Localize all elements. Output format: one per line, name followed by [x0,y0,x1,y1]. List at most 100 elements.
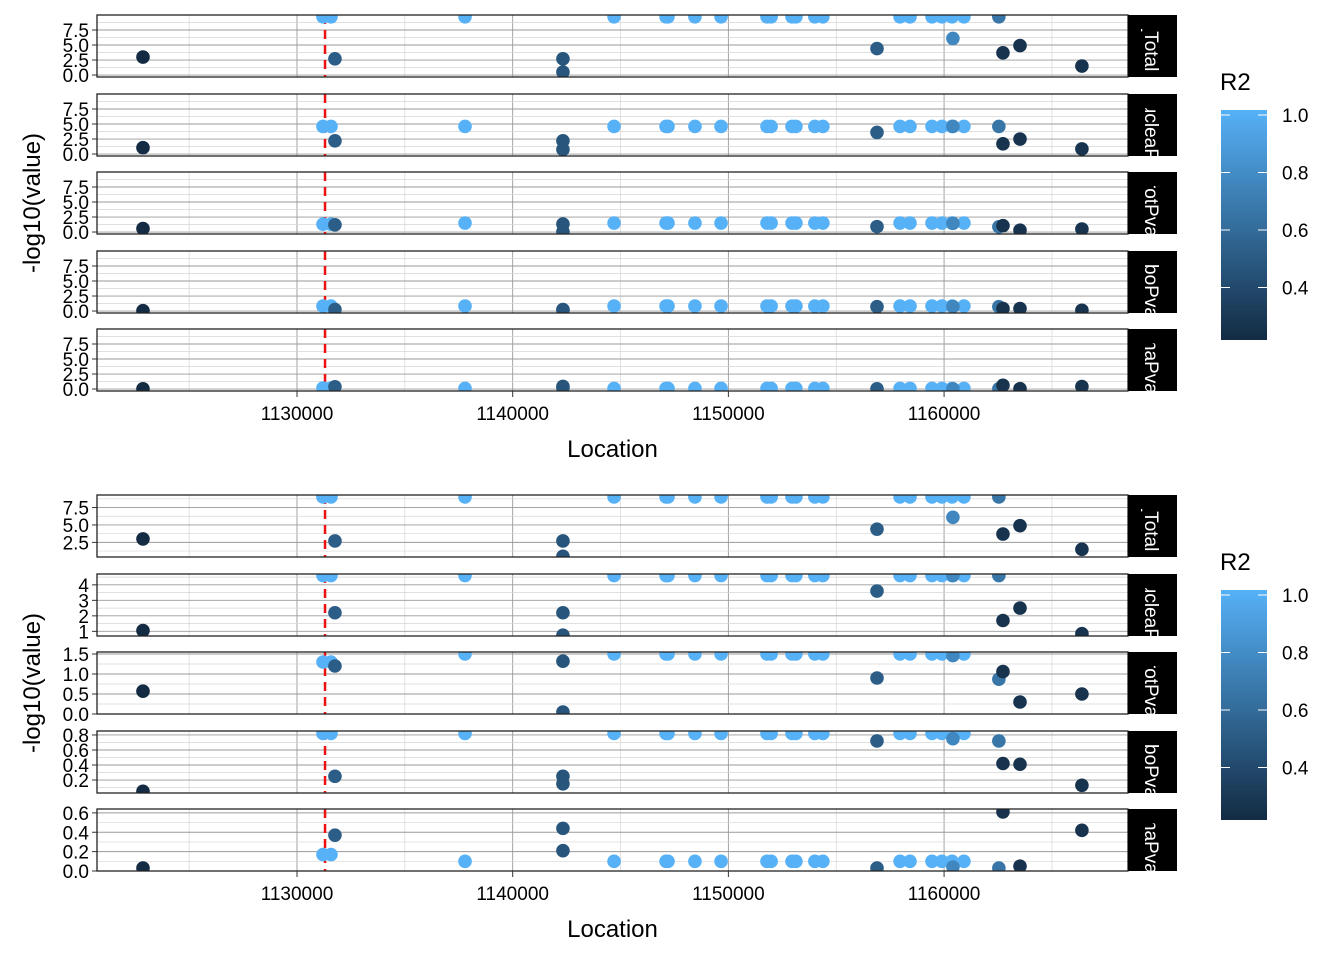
facet-strip [1128,574,1177,636]
y-tick-label: 0.0 [63,302,89,323]
x-axis-title: Location [567,436,658,463]
data-point [607,574,621,583]
data-point [556,380,570,391]
data-point [714,854,728,869]
data-point [556,776,570,791]
facet-panel: 0.20.40.60.8 RiboPva [63,726,1177,798]
data-point [688,15,702,24]
r2-colorbar-legend: R2 1.0 0.8 0.6 0.4 [1220,69,1309,340]
y-tick-label: 2.5 [63,208,89,229]
data-point [946,860,960,871]
data-point [816,574,830,583]
data-point [1075,626,1089,636]
data-point [661,495,675,504]
y-tick-label: 1.0 [63,665,89,686]
data-point [714,652,728,661]
facet-strip-label: ProtPva [1140,169,1161,237]
colorbar-tick-label: 1.0 [1282,106,1308,127]
data-point [903,574,917,583]
data-point [661,652,675,661]
y-tick-label: 3 [78,591,89,612]
data-point [789,119,803,134]
data-point [992,734,1006,748]
facet-strip [1128,172,1177,234]
facet-panel: 0.02.55.07.5 NucleaP [63,89,1177,166]
points-layer [136,652,1089,714]
data-point [1075,687,1089,701]
data-point [328,52,342,66]
colorbar-tick-label: 0.8 [1282,164,1308,185]
facet-strip-label: RiboPva [1140,726,1161,798]
data-point [1013,757,1027,772]
data-point [816,854,830,869]
data-point [1075,379,1089,391]
data-point [1013,223,1027,234]
points-layer [136,216,1089,234]
data-point [935,299,949,313]
data-point [136,684,150,698]
facet-strip [1128,809,1177,871]
data-point [764,495,778,504]
data-point [607,381,621,391]
data-point [556,605,570,620]
data-point [992,861,1006,871]
y-tick-label: 0.0 [63,66,89,87]
data-point [714,495,728,504]
data-point [945,495,959,504]
data-point [688,652,702,661]
x-tick-label: 1150000 [692,404,765,425]
data-point [1013,301,1027,313]
data-point [458,854,472,869]
data-point [556,534,570,548]
data-point [789,731,803,741]
y-tick-label: 1.5 [63,645,89,666]
data-point [996,137,1010,151]
panel-background [97,652,1128,714]
data-point [661,574,675,583]
y-tick-label: 7.5 [63,178,89,199]
data-point [556,52,570,66]
data-point [946,381,960,391]
data-point [458,574,472,583]
data-point [556,142,570,156]
data-point [957,652,971,661]
data-point [324,574,338,583]
facet-strip-label: NucleaP [1140,89,1161,161]
data-point [1075,303,1089,313]
data-point [328,659,342,673]
data-point [996,809,1010,819]
y-tick-label: 2.5 [63,51,89,72]
data-point [1013,695,1027,709]
data-point [903,652,917,661]
data-point [458,381,472,391]
data-point [789,216,803,230]
facet-panel: 0.00.20.40.6 RnaPva [63,804,1177,883]
data-point [556,65,570,77]
data-point [816,381,830,391]
colorbar [1221,590,1267,820]
data-point [946,574,960,583]
y-tick-label: 7.5 [63,335,89,356]
data-point [458,299,472,313]
data-point [607,495,621,504]
y-tick-label: 0.0 [63,223,89,244]
data-point [957,854,971,869]
y-tick-label: 7.5 [63,499,89,520]
data-point [903,216,917,230]
data-point [324,15,338,24]
data-point [714,119,728,134]
y-tick-label: 0.0 [63,380,89,401]
facet-strip [1128,251,1177,313]
data-point [957,299,971,313]
x-tick-label: 1160000 [908,884,981,905]
x-tick-label: 1140000 [476,884,549,905]
data-point [688,381,702,391]
data-point [764,15,778,24]
facet-strip [1128,652,1177,714]
data-point [764,216,778,230]
data-point [992,119,1006,134]
data-point [957,495,971,504]
data-point [789,381,803,391]
data-point [996,301,1010,313]
r2-colorbar-legend: R2 1.0 0.8 0.6 0.4 [1220,549,1309,820]
